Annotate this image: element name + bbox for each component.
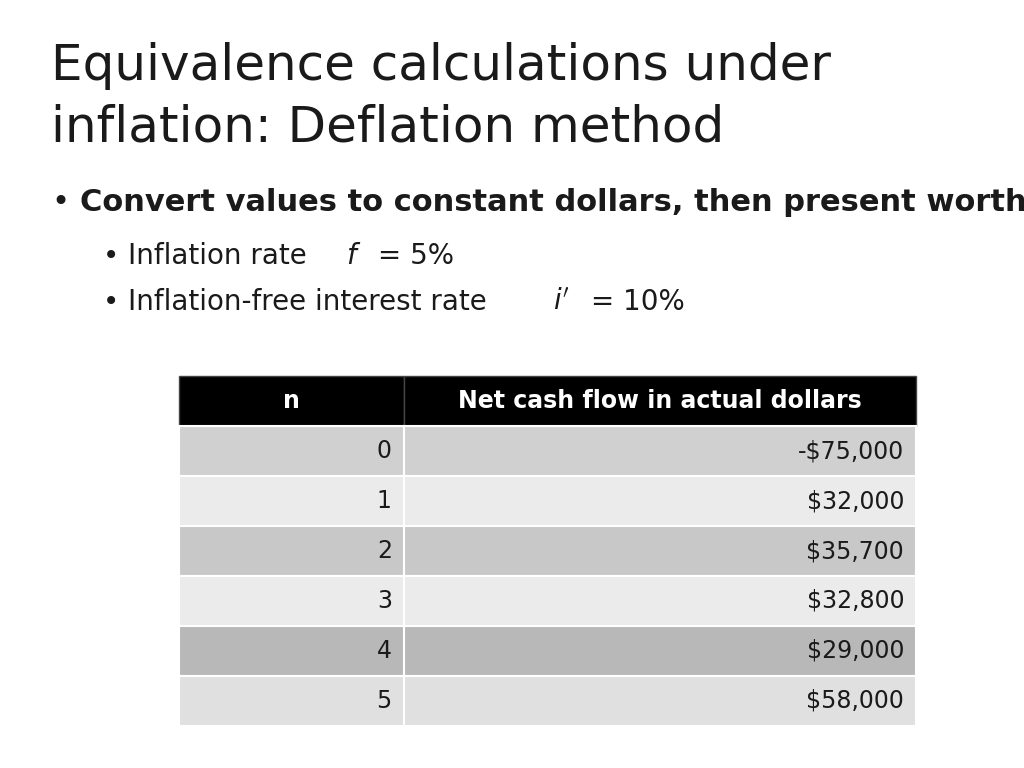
Bar [179,626,404,676]
Text: $32,000: $32,000 [807,489,904,513]
Bar [179,576,404,626]
Text: $58,000: $58,000 [806,689,904,713]
Text: 0: 0 [377,439,392,463]
Text: n: n [284,389,300,413]
Bar [179,426,404,476]
Bar [404,476,916,526]
Text: •: • [102,288,119,316]
Bar [179,476,404,526]
Text: Net cash flow in actual dollars: Net cash flow in actual dollars [459,389,862,413]
Text: 5: 5 [377,689,392,713]
Text: $29,000: $29,000 [807,639,904,663]
Text: = 5%: = 5% [369,242,454,270]
Bar [404,526,916,576]
Text: inflation: Deflation method: inflation: Deflation method [51,104,724,152]
Text: -$75,000: -$75,000 [798,439,904,463]
Bar [179,526,404,576]
Text: 1: 1 [377,489,392,513]
Text: Equivalence calculations under: Equivalence calculations under [51,42,831,91]
Text: $35,700: $35,700 [807,539,904,563]
Bar [179,676,404,726]
Text: $f$: $f$ [346,242,361,270]
Bar [404,426,916,476]
Text: •: • [102,242,119,270]
Bar [404,576,916,626]
Text: 4: 4 [377,639,392,663]
Bar [404,626,916,676]
Bar [404,676,916,726]
Text: Convert values to constant dollars, then present worth: Convert values to constant dollars, then… [80,188,1024,217]
Text: Inflation-free interest rate: Inflation-free interest rate [128,288,496,316]
Text: •: • [51,188,70,217]
Text: $i'$: $i'$ [553,288,570,316]
Bar [179,376,404,426]
Text: = 10%: = 10% [582,288,684,316]
Text: $32,800: $32,800 [807,589,904,613]
Text: Inflation rate: Inflation rate [128,242,315,270]
Text: 3: 3 [377,589,392,613]
Bar [404,376,916,426]
Text: 2: 2 [377,539,392,563]
